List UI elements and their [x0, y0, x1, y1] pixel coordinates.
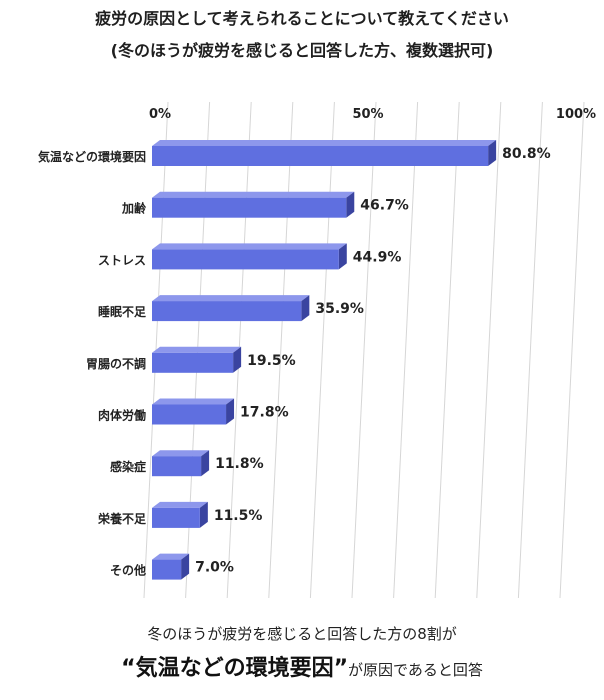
value-label: 11.5%: [214, 508, 263, 524]
gridline: [309, 101, 335, 599]
gridline: [517, 101, 543, 599]
bar-top: [152, 501, 208, 508]
category-label: 胃腸の不調: [86, 356, 146, 371]
bar-side: [301, 295, 310, 322]
value-label: 19.5%: [247, 353, 296, 369]
bar: [152, 456, 202, 477]
bar-side: [488, 140, 497, 166]
value-label: 44.9%: [353, 249, 402, 265]
x-tick-label: 100%: [556, 107, 596, 122]
category-label: 感染症: [110, 459, 146, 474]
gridline: [476, 101, 502, 599]
bar-top: [152, 398, 235, 405]
bar-top: [152, 450, 210, 457]
value-label: 17.8%: [240, 405, 289, 421]
bar-top: [152, 553, 190, 560]
bar: [152, 352, 234, 373]
category-label: 睡眠不足: [98, 304, 146, 319]
bar-top: [152, 140, 497, 146]
category-label: 気温などの環境要因: [38, 149, 146, 164]
bar-chart: 0% 50% 100% 気温などの環境要因 80.8% 加齢 46.7% ストレス 44.9% 睡…: [38, 101, 596, 599]
bar-side: [199, 501, 208, 528]
bar-side: [181, 553, 190, 580]
bar-side: [233, 346, 242, 373]
chart-subtitle: (冬のほうが疲労を感じると回答した方、複数選択可): [110, 41, 494, 60]
bar: [152, 146, 489, 166]
bar: [152, 559, 182, 580]
footer-emphasis: “気温などの環境要因”: [121, 656, 349, 681]
gridline: [434, 101, 460, 599]
category-label: 肉体労働: [98, 408, 146, 423]
bar: [152, 249, 339, 270]
gridline: [559, 101, 585, 599]
bar-top: [152, 191, 355, 198]
x-tick-label: 0%: [149, 107, 171, 122]
value-label: 11.8%: [215, 456, 264, 472]
category-label: 加齢: [121, 201, 147, 216]
bar: [152, 301, 302, 322]
value-label: 46.7%: [360, 198, 409, 214]
bar: [152, 507, 200, 528]
bar-top: [152, 243, 347, 250]
bar-side: [338, 243, 347, 270]
value-label: 7.0%: [195, 560, 234, 576]
gridline: [351, 101, 377, 599]
category-label: その他: [110, 563, 146, 578]
gridline: [268, 101, 294, 599]
value-label: 35.9%: [315, 301, 364, 317]
bar-side: [226, 398, 235, 425]
footer-line-2-rest: が原因であると回答: [348, 661, 483, 679]
x-tick-label: 50%: [352, 107, 383, 122]
bar: [152, 404, 227, 425]
bar: [152, 197, 347, 218]
bar-side: [201, 450, 210, 477]
footer-line-2: “気温などの環境要因”が原因であると回答: [0, 650, 604, 682]
gridline: [393, 101, 419, 599]
bar-top: [152, 346, 242, 353]
bar-top: [152, 295, 310, 302]
value-label: 80.8%: [502, 146, 551, 162]
category-label: 栄養不足: [97, 511, 146, 526]
bar-side: [346, 191, 355, 218]
category-label: ストレス: [98, 253, 146, 267]
footer-line-1: 冬のほうが疲労を感じると回答した方の8割が: [147, 625, 457, 643]
chart-title: 疲労の原因として考えられることについて教えてください: [95, 9, 509, 28]
